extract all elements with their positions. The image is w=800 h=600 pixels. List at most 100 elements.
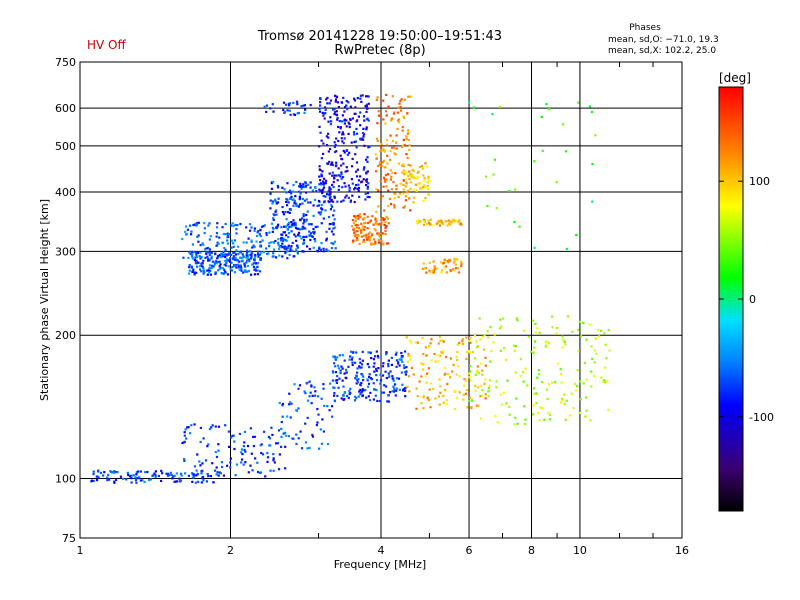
data-point [135,471,139,474]
data-point [514,416,517,419]
data-point [287,221,291,224]
data-point [297,185,301,188]
data-point [337,167,340,170]
data-point [324,195,327,198]
data-point [351,225,354,228]
data-point [287,231,291,235]
data-point [397,162,401,165]
data-point [384,173,388,177]
data-point [298,195,301,198]
data-point [220,461,224,464]
data-point [310,384,313,387]
data-point [451,370,454,373]
data-point [607,408,610,411]
data-point [295,409,298,412]
data-point [311,189,315,192]
data-point [201,265,204,268]
data-point [218,471,221,474]
data-point [262,225,265,228]
data-point [233,251,236,254]
data-point [253,273,257,276]
data-point [393,146,396,149]
data-point [300,447,304,450]
data-point [513,344,516,347]
data-point [249,250,252,253]
data-point [570,392,573,395]
data-point [348,187,351,190]
data-point [486,204,489,208]
data-point [334,358,337,361]
data-point [184,230,187,233]
data-point [201,469,204,473]
data-point [391,377,394,380]
data-point [322,217,325,220]
data-point [385,114,388,117]
data-point [319,182,323,185]
data-point [349,200,352,203]
data-point [274,198,277,201]
data-point [475,404,479,407]
data-point [346,153,349,156]
data-point [286,109,289,112]
data-point [384,110,388,113]
data-point [330,204,333,207]
y-tick-label: 75 [62,532,76,545]
data-point [233,239,237,242]
data-point [191,255,194,258]
data-point [268,245,271,248]
data-point [321,191,324,195]
data-point [346,169,349,173]
data-point [337,125,340,129]
data-point [315,190,318,193]
data-point [348,390,351,393]
data-point [374,170,378,173]
data-point [407,163,410,166]
data-point [365,103,368,106]
data-point [321,418,324,421]
data-point [360,391,363,394]
data-point [208,264,212,267]
data-point [257,253,260,256]
data-point [578,380,582,383]
data-point [372,242,375,246]
data-point [408,197,411,200]
data-point [247,471,250,474]
data-point [263,105,266,108]
data-point [384,370,387,373]
data-point [360,366,363,369]
data-point [388,391,392,394]
data-point [428,388,431,391]
data-point [480,394,483,397]
data-point [188,272,191,275]
data-point [431,224,434,227]
data-point [360,381,363,385]
data-point [272,252,275,255]
data-point [321,188,325,191]
data-point [258,270,262,273]
data-point [328,227,331,230]
data-point [363,222,366,225]
data-point [476,365,479,368]
data-point [483,333,486,337]
data-point [193,423,196,426]
data-point [207,257,210,260]
data-point [363,213,366,216]
data-point [359,175,362,178]
data-point [201,477,204,480]
data-point [271,103,274,106]
data-point [367,237,370,240]
data-point [301,227,304,231]
data-point [368,365,371,369]
data-point [311,433,314,436]
data-point [375,369,378,372]
data-point [290,220,293,224]
data-point [337,185,341,188]
data-point [324,108,327,112]
data-point [365,183,368,187]
data-point [263,251,266,254]
data-point [257,255,260,258]
data-point [395,188,398,191]
data-point [283,231,287,234]
data-point [299,185,302,188]
data-point [327,200,330,203]
